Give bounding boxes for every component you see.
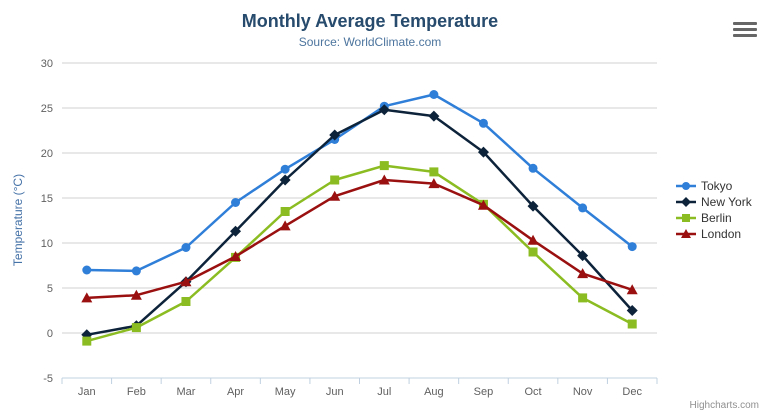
series-marker[interactable]	[378, 104, 390, 116]
series-marker[interactable]	[527, 200, 539, 212]
chart-title: Monthly Average Temperature	[241, 11, 499, 31]
series-marker[interactable]	[230, 225, 242, 237]
hamburger-bar	[733, 28, 757, 31]
series-marker[interactable]	[279, 174, 291, 186]
series-marker[interactable]	[477, 199, 489, 210]
series-tokyo[interactable]	[82, 90, 637, 276]
x-axis-label: Oct	[524, 386, 541, 398]
series-marker[interactable]	[180, 276, 192, 287]
series-marker[interactable]	[330, 175, 340, 185]
y-axis-label: 5	[47, 283, 53, 295]
series-marker[interactable]	[131, 266, 141, 276]
series-line[interactable]	[85, 178, 634, 300]
series-marker[interactable]	[477, 146, 489, 158]
y-axis-label: 10	[41, 238, 53, 250]
series-marker[interactable]	[280, 164, 290, 174]
legend-marker-triangle-icon	[676, 227, 696, 241]
series-marker[interactable]	[577, 268, 589, 279]
series-marker[interactable]	[429, 90, 439, 99]
series-line[interactable]	[85, 164, 634, 343]
series-marker[interactable]	[378, 174, 390, 185]
series-marker[interactable]	[682, 214, 690, 222]
series-marker[interactable]	[478, 118, 488, 128]
hamburger-bar	[733, 22, 757, 25]
series-marker[interactable]	[681, 229, 691, 238]
series-marker[interactable]	[231, 198, 241, 207]
series-marker[interactable]	[528, 163, 538, 173]
series-marker[interactable]	[428, 110, 440, 122]
legend-item-berlin[interactable]: Berlin	[676, 210, 752, 226]
series-marker[interactable]	[279, 220, 291, 231]
series-line[interactable]	[85, 108, 634, 337]
series-marker[interactable]	[81, 292, 93, 303]
series-line[interactable]	[85, 93, 634, 273]
series-marker[interactable]	[527, 234, 539, 245]
x-axis-label: Nov	[573, 386, 593, 398]
series-marker[interactable]	[230, 251, 242, 261]
legend-label: Tokyo	[701, 179, 733, 193]
export-menu-icon[interactable]	[733, 22, 757, 40]
x-axis-label: Mar	[176, 386, 195, 398]
series-marker[interactable]	[626, 305, 638, 316]
series-marker[interactable]	[627, 319, 637, 329]
legend-marker-circle-icon	[676, 179, 696, 193]
series-marker[interactable]	[682, 182, 690, 190]
x-axis-label: May	[275, 386, 296, 398]
legend-label: Berlin	[701, 211, 732, 225]
y-axis-label: -5	[43, 373, 53, 385]
hamburger-bar	[733, 34, 757, 37]
x-axis-label: Jun	[326, 386, 344, 398]
series-marker[interactable]	[428, 178, 440, 189]
legend-label: New York	[701, 195, 752, 209]
x-axis-label: Dec	[622, 386, 642, 398]
x-axis-label: Jul	[377, 386, 391, 398]
series-new-york[interactable]	[81, 104, 638, 341]
legend: Tokyo New York Berlin London	[676, 178, 752, 242]
legend-item-london[interactable]: London	[676, 226, 752, 242]
legend-item-new-york[interactable]: New York	[676, 194, 752, 210]
legend-marker-diamond-icon	[676, 195, 696, 209]
y-axis-label: 20	[41, 148, 53, 160]
series-marker[interactable]	[181, 297, 191, 306]
series-marker[interactable]	[130, 289, 142, 300]
highcharts-credits-link[interactable]: Highcharts.com	[689, 400, 759, 411]
series-marker[interactable]	[626, 284, 638, 295]
series-marker[interactable]	[578, 203, 588, 213]
y-axis-label: 30	[41, 58, 53, 70]
series-marker[interactable]	[131, 323, 141, 333]
x-axis-label: Sep	[474, 386, 494, 398]
series-marker[interactable]	[429, 167, 439, 177]
y-axis-label: 0	[47, 328, 53, 340]
chart-subtitle: Source: WorldClimate.com	[298, 35, 442, 49]
series-marker[interactable]	[379, 161, 389, 171]
x-axis-label: Feb	[127, 386, 146, 398]
x-axis-label: Aug	[424, 386, 444, 398]
x-axis-label: Jan	[78, 386, 96, 398]
y-axis-label: 25	[41, 103, 53, 115]
y-axis-label: 15	[41, 193, 53, 205]
x-axis-label: Apr	[227, 386, 244, 398]
series-marker[interactable]	[578, 293, 588, 303]
series-marker[interactable]	[329, 190, 341, 201]
series-marker[interactable]	[181, 243, 191, 252]
series-marker[interactable]	[627, 242, 637, 252]
series-marker[interactable]	[329, 129, 341, 141]
series-marker[interactable]	[82, 336, 92, 346]
series-marker[interactable]	[577, 250, 589, 262]
series-marker[interactable]	[528, 247, 538, 257]
series-marker[interactable]	[280, 207, 290, 216]
legend-item-tokyo[interactable]: Tokyo	[676, 178, 752, 194]
series-marker[interactable]	[681, 197, 691, 207]
series-london[interactable]	[81, 174, 638, 303]
legend-label: London	[701, 227, 742, 241]
series-marker[interactable]	[82, 265, 92, 275]
legend-marker-square-icon	[676, 211, 696, 225]
